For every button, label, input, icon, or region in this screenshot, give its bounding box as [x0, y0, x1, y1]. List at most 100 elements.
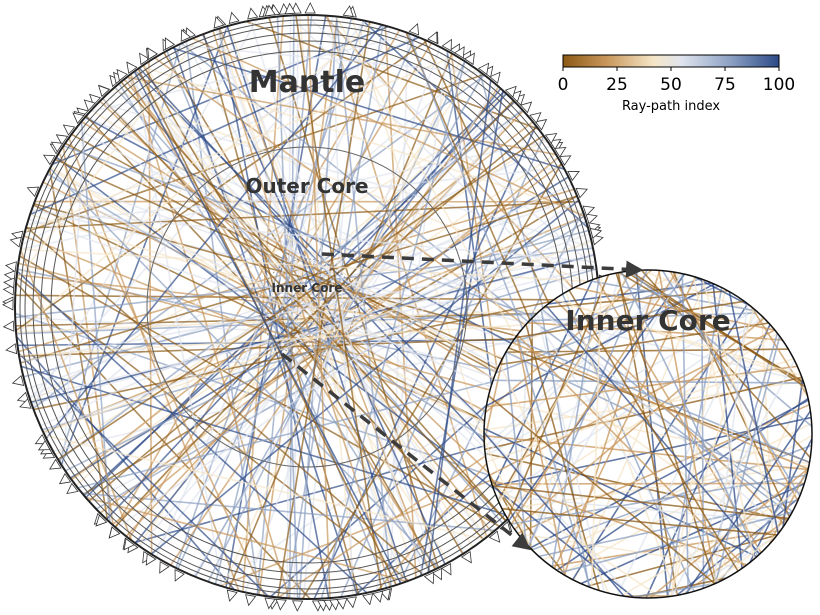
zoom-ray-path	[590, 276, 603, 589]
station-triangle	[589, 227, 603, 239]
ray-path	[118, 83, 432, 573]
station-triangle	[431, 567, 442, 581]
station-triangle	[26, 186, 40, 198]
zoom-inset-outline	[483, 269, 813, 599]
station-triangle	[50, 141, 64, 153]
zoom-ray-path	[560, 511, 793, 574]
zoom-ray-path	[499, 363, 610, 594]
station-triangle	[291, 600, 304, 612]
station-triangle	[98, 84, 110, 98]
zoom-ray-path	[671, 359, 796, 597]
station-triangle	[441, 562, 452, 576]
ray-path	[28, 218, 582, 409]
station-triangle	[441, 38, 452, 52]
station-triangle	[147, 47, 159, 60]
zoom-ray-path	[510, 272, 678, 525]
ray-path	[192, 37, 585, 218]
outer-core-boundary	[146, 146, 468, 468]
ray-path	[46, 173, 547, 476]
ray-path	[70, 121, 534, 481]
station-triangle	[72, 112, 85, 124]
station-triangle	[62, 124, 76, 136]
zoom-ray-paths	[484, 270, 812, 598]
station-triangle	[58, 473, 72, 485]
station-triangle	[2, 299, 14, 311]
outer-core-label: Outer Core	[245, 174, 368, 198]
ray-path	[225, 15, 327, 588]
ray-path	[375, 50, 448, 591]
colorbar: 0 25 50 75 100 Ray-path index	[558, 54, 795, 114]
ray-path	[134, 70, 223, 587]
station-triangle	[55, 134, 69, 146]
zoom-ray-path	[617, 272, 679, 596]
zoom-ray-path	[701, 279, 780, 533]
zoom-ray-path	[565, 291, 678, 596]
ray-path	[313, 125, 537, 599]
colorbar-tick-label: 50	[660, 75, 682, 95]
station-triangle	[534, 119, 548, 131]
ray-path	[134, 70, 450, 563]
colorbar-tick-label: 100	[763, 75, 795, 95]
station-triangle	[123, 538, 135, 551]
zoom-ray-path	[501, 332, 778, 511]
zoom-ray-path	[527, 321, 783, 341]
station-triangle	[520, 101, 533, 114]
station-triangle	[159, 561, 170, 574]
ray-path	[101, 98, 530, 498]
ray-path	[134, 70, 543, 481]
ray-path	[335, 16, 392, 587]
station-triangle	[489, 71, 501, 84]
colorbar-label: Ray-path index	[622, 99, 720, 114]
station-triangle	[11, 375, 25, 386]
station-triangle	[116, 68, 128, 82]
ray-path	[249, 20, 424, 576]
zoom-ray-path	[568, 289, 739, 572]
station-triangle	[145, 553, 157, 566]
station-triangle	[139, 52, 151, 66]
station-triangle	[553, 146, 567, 158]
zoom-ray-path	[517, 532, 743, 569]
station-triangle	[529, 112, 542, 124]
zoom-ray-path	[706, 533, 779, 588]
zoom-ray-path	[768, 466, 810, 545]
station-triangle	[3, 270, 16, 282]
ray-path	[29, 36, 420, 216]
ray-path	[19, 249, 133, 541]
ray-path	[180, 42, 593, 374]
ray-path	[15, 34, 201, 282]
inner-core-label-zoom: Inner Core	[565, 304, 730, 337]
station-triangle	[463, 52, 475, 66]
ray-path	[201, 33, 446, 565]
ray-path	[15, 336, 235, 591]
station-triangle	[585, 213, 598, 225]
station-triangle	[284, 2, 296, 15]
ray-path	[126, 76, 557, 156]
zoom-ray-path	[692, 276, 756, 560]
ray-path	[57, 134, 544, 461]
station-triangle	[544, 132, 558, 145]
station-triangle	[345, 596, 357, 609]
zoom-ray-path	[488, 395, 716, 585]
zoom-ray-path	[580, 483, 805, 585]
station-triangle	[304, 2, 316, 14]
zoom-ray-path	[505, 351, 802, 495]
station-triangle	[567, 171, 580, 182]
zoom-ray-path	[670, 289, 726, 597]
zoom-ray-path	[505, 352, 527, 544]
ray-path	[331, 16, 354, 596]
station-triangle	[342, 5, 354, 18]
ray-path	[30, 253, 595, 404]
station-triangle	[488, 530, 501, 543]
station-triangle	[591, 234, 604, 246]
ray-path	[75, 127, 580, 414]
colorbar-tick-label: 25	[606, 75, 628, 95]
zoom-ray-path	[550, 529, 781, 567]
ray-path	[32, 18, 258, 408]
station-triangle	[509, 90, 522, 103]
ray-path	[18, 352, 269, 598]
ray-path	[214, 18, 353, 585]
zoom-ray-path	[676, 497, 800, 597]
zoom-ray-path	[701, 333, 779, 589]
zoom-ray-path	[493, 379, 804, 384]
